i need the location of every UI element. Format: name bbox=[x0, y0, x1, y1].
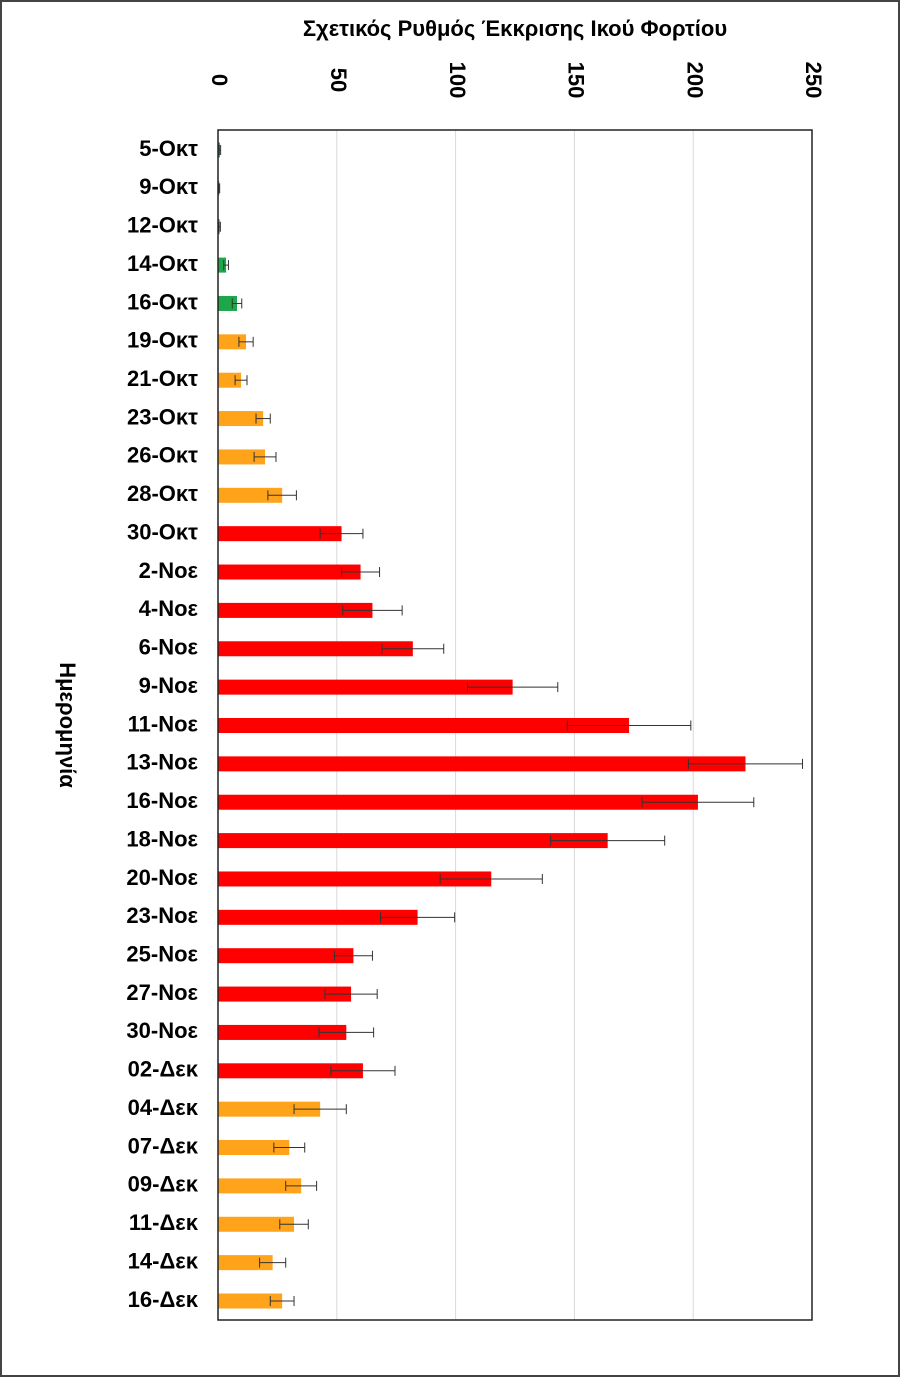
y-tick-label: 30-Νοε bbox=[126, 1018, 198, 1043]
y-tick-label: 18-Νοε bbox=[126, 826, 198, 851]
y-tick-label: 27-Νοε bbox=[126, 980, 198, 1005]
error-bar bbox=[318, 1027, 375, 1038]
bar bbox=[218, 1140, 290, 1156]
y-tick-label: 14-Οκτ bbox=[127, 251, 198, 276]
bar bbox=[218, 1216, 295, 1232]
y-tick-label: 9-Νοε bbox=[139, 673, 199, 698]
chart-title: Σχετικός Ρυθμός Έκκρισης Ικού Φορτίου bbox=[303, 16, 727, 41]
bar bbox=[218, 1255, 273, 1271]
bar bbox=[218, 1063, 363, 1079]
plot: 0 50 100 150 200 250 5-Οκτ 9-Οκτ 12-Οκτ 14-Οκτ 16-… bbox=[126, 62, 826, 1320]
error-bar bbox=[238, 336, 254, 347]
bar bbox=[218, 449, 266, 465]
y-tick-label: 16-Οκτ bbox=[127, 289, 198, 314]
error-bar bbox=[234, 375, 248, 386]
error-bar bbox=[218, 183, 221, 194]
bar bbox=[218, 602, 373, 618]
error-bar bbox=[269, 1296, 295, 1306]
error-bar bbox=[223, 260, 229, 271]
error-bar bbox=[641, 797, 755, 808]
y-tick-label: 23-Οκτ bbox=[127, 404, 198, 429]
plot-frame bbox=[217, 129, 813, 1321]
bar bbox=[218, 526, 342, 542]
x-tick-label: 100 bbox=[445, 62, 470, 99]
y-tick-label: 25-Νοε bbox=[126, 942, 198, 967]
bar bbox=[218, 718, 630, 733]
y-tick-label: 09-Δεκ bbox=[128, 1172, 199, 1197]
x-tick-label: 0 bbox=[207, 74, 232, 86]
error-bar bbox=[267, 490, 297, 501]
y-tick-label: 20-Νοε bbox=[126, 865, 198, 890]
bar bbox=[218, 909, 418, 925]
error-bar bbox=[253, 451, 277, 462]
bar bbox=[218, 871, 492, 887]
error-bar bbox=[319, 528, 364, 539]
x-tick-label: 150 bbox=[564, 62, 589, 99]
bar bbox=[218, 1101, 321, 1117]
y-tick-label: 16-Δεκ bbox=[128, 1287, 199, 1312]
error-bar bbox=[218, 145, 222, 155]
y-tick-label: 23-Νοε bbox=[126, 903, 198, 928]
bar bbox=[218, 1293, 283, 1309]
bar bbox=[218, 794, 698, 810]
bar bbox=[218, 986, 352, 1002]
error-bar bbox=[333, 950, 373, 961]
error-bar bbox=[380, 912, 456, 923]
y-tick-label: 12-Οκτ bbox=[127, 213, 198, 238]
bar bbox=[218, 679, 513, 695]
error-bar bbox=[259, 1257, 287, 1268]
error-bar bbox=[566, 720, 692, 731]
bar bbox=[218, 1178, 302, 1194]
y-tick-label: 13-Νοε bbox=[126, 750, 198, 775]
y-tick-label: 16-Νοε bbox=[126, 788, 198, 813]
bar bbox=[218, 756, 746, 772]
error-bar bbox=[687, 758, 803, 769]
y-tick-label: 07-Δεκ bbox=[128, 1133, 199, 1158]
error-bar bbox=[550, 835, 666, 846]
y-tick-label: 19-Οκτ bbox=[127, 328, 198, 353]
error-bar bbox=[381, 643, 445, 654]
y-tick-label: 21-Οκτ bbox=[127, 366, 198, 391]
y-tick-label: 02-Δεκ bbox=[128, 1057, 199, 1082]
y-axis-title: Ημερομηνία bbox=[55, 662, 80, 788]
y-tick-label: 14-Δεκ bbox=[128, 1248, 199, 1273]
y-tick-label: 28-Οκτ bbox=[127, 481, 198, 506]
y-tick-label: 11-Δεκ bbox=[129, 1210, 199, 1235]
error-bar bbox=[324, 989, 378, 1000]
x-tick-label: 200 bbox=[682, 62, 707, 99]
y-tick-label: 9-Οκτ bbox=[139, 174, 198, 199]
y-tick-label: 2-Νοε bbox=[139, 558, 199, 583]
y-tick-label: 6-Νοε bbox=[139, 635, 199, 660]
error-bar bbox=[341, 567, 381, 578]
error-bar bbox=[439, 873, 543, 884]
error-bar bbox=[293, 1104, 347, 1115]
bar bbox=[218, 948, 354, 964]
y-tick-label: 5-Οκτ bbox=[139, 136, 198, 161]
x-tick-label: 50 bbox=[326, 68, 351, 92]
error-bar bbox=[273, 1142, 306, 1153]
error-bar bbox=[342, 605, 403, 616]
bar bbox=[218, 257, 227, 273]
bar bbox=[218, 487, 283, 503]
error-bar bbox=[466, 682, 559, 693]
y-tick-label: 26-Οκτ bbox=[127, 443, 198, 468]
bar bbox=[218, 1024, 347, 1040]
error-bar bbox=[255, 413, 271, 424]
error-bar bbox=[231, 298, 243, 309]
y-tick-label: 04-Δεκ bbox=[128, 1095, 199, 1120]
error-bar bbox=[285, 1180, 318, 1191]
error-bar bbox=[279, 1219, 309, 1230]
bar bbox=[218, 833, 608, 849]
bar bbox=[218, 564, 361, 580]
y-tick-label: 4-Νοε bbox=[139, 596, 199, 621]
error-bar bbox=[330, 1065, 396, 1076]
error-bar bbox=[218, 221, 221, 232]
bar bbox=[218, 411, 264, 427]
y-tick-label: 30-Οκτ bbox=[127, 519, 198, 544]
x-tick-label: 250 bbox=[801, 62, 826, 99]
y-tick-label: 11-Νοε bbox=[128, 711, 199, 736]
bar bbox=[218, 641, 413, 657]
